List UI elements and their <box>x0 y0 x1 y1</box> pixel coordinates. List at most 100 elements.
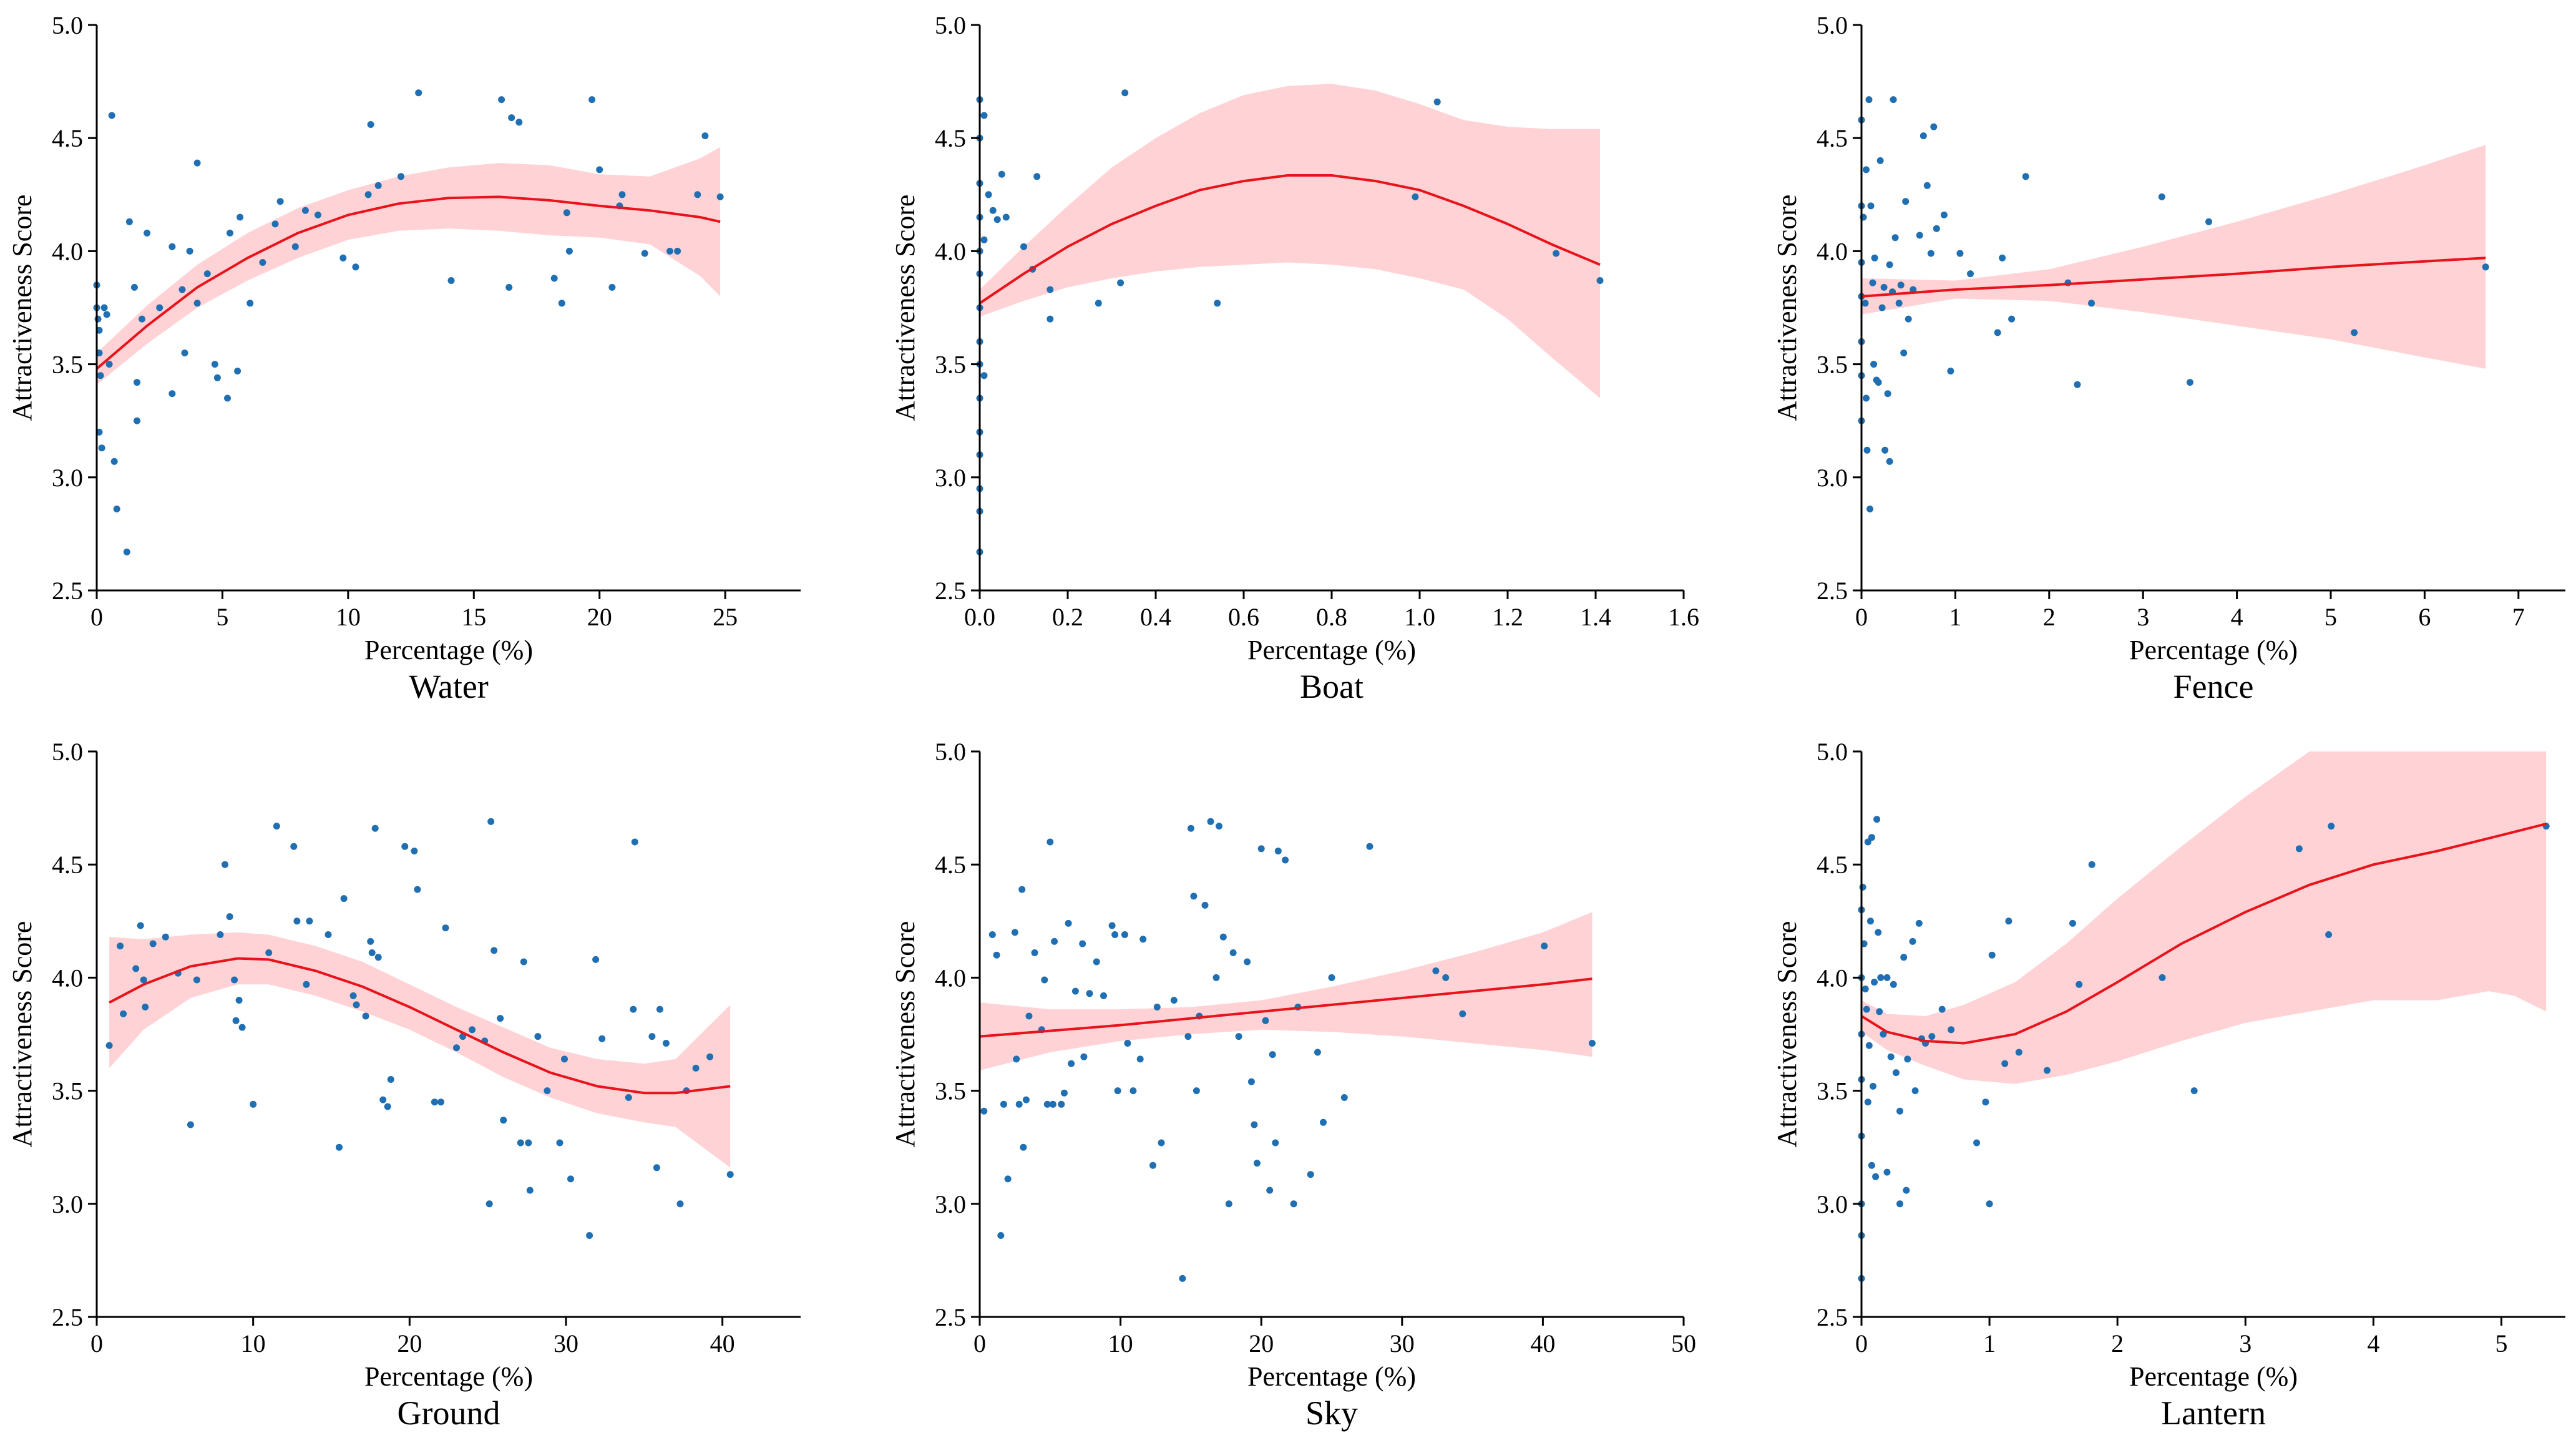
y-tick-label: 3.5 <box>52 1077 83 1105</box>
data-point <box>641 250 648 257</box>
data-point <box>139 315 145 323</box>
data-point <box>237 213 244 221</box>
data-point <box>1229 949 1237 956</box>
data-point <box>726 1171 734 1178</box>
data-point <box>271 220 279 228</box>
data-point <box>1868 834 1875 841</box>
data-point <box>1071 987 1079 995</box>
data-point <box>1011 929 1018 936</box>
data-point <box>1872 1173 1880 1180</box>
data-point <box>1266 1186 1274 1194</box>
data-point <box>508 114 515 122</box>
data-point <box>276 198 284 205</box>
y-tick-label: 4.5 <box>935 851 966 879</box>
x-tick-label: 1.0 <box>1404 603 1435 631</box>
data-point <box>648 1033 656 1040</box>
x-tick-label: 20 <box>397 1329 422 1358</box>
data-point <box>2205 218 2212 225</box>
data-point <box>340 895 348 903</box>
confidence-band <box>980 912 1593 1070</box>
y-tick-label: 5.0 <box>935 11 966 39</box>
data-point <box>301 207 309 214</box>
data-point <box>1041 976 1048 984</box>
x-axis-label: Percentage (%) <box>364 635 533 665</box>
data-point <box>1861 300 1869 307</box>
data-point <box>193 300 201 307</box>
data-point <box>1060 1089 1068 1097</box>
data-point <box>1553 250 1560 257</box>
data-point <box>2015 1049 2022 1056</box>
data-point <box>525 1139 532 1147</box>
data-point <box>716 193 724 200</box>
data-point <box>1328 974 1335 981</box>
data-point <box>1013 1055 1020 1063</box>
data-point <box>1900 954 1908 961</box>
data-point <box>588 96 596 104</box>
data-point <box>1247 1078 1255 1085</box>
data-point <box>2190 1087 2198 1095</box>
data-point <box>692 1064 700 1072</box>
data-point <box>1875 379 1882 386</box>
data-point <box>694 191 701 198</box>
data-point <box>97 372 104 379</box>
data-point <box>608 283 616 291</box>
data-point <box>1051 937 1058 945</box>
y-tick-label: 4.5 <box>935 124 966 152</box>
y-tick-label: 2.5 <box>1817 1303 1848 1331</box>
data-point <box>1117 279 1125 286</box>
data-point <box>565 247 573 255</box>
y-tick-label: 3.0 <box>52 1190 83 1218</box>
panel-sky: 0 10 20 30 40 50 2.5 3.0 3.5 4.0 4.5 5.0 Percentage … <box>890 738 1696 1432</box>
x-tick-label: 50 <box>1671 1329 1696 1358</box>
data-point <box>1880 1030 1887 1038</box>
data-point <box>1999 254 2006 262</box>
data-point <box>144 229 151 237</box>
data-point <box>1887 1053 1895 1060</box>
data-point <box>1244 958 1251 966</box>
data-point <box>113 506 120 512</box>
data-point <box>1257 845 1265 853</box>
data-point <box>1046 838 1054 846</box>
data-point <box>515 119 523 126</box>
data-point <box>1111 931 1119 938</box>
data-point <box>156 304 163 311</box>
data-point <box>1883 1168 1891 1176</box>
data-point <box>1982 1098 1989 1106</box>
x-tick-label: 7 <box>2512 603 2525 631</box>
data-point <box>630 1005 637 1013</box>
data-point <box>217 931 224 938</box>
data-point <box>2001 1060 2009 1067</box>
data-point <box>1269 1051 1276 1059</box>
y-tick-label: 3.5 <box>1817 1077 1848 1105</box>
y-tick-label: 4.0 <box>935 964 966 992</box>
data-point <box>1588 1040 1596 1047</box>
data-point <box>988 931 996 938</box>
data-point <box>1933 225 1940 232</box>
data-point <box>1170 997 1178 1004</box>
data-point <box>1153 1004 1161 1010</box>
data-point <box>544 1087 551 1095</box>
data-point <box>1880 283 1888 291</box>
data-point <box>980 236 988 243</box>
data-point <box>1881 446 1889 454</box>
data-point <box>1015 1100 1023 1108</box>
data-point <box>558 300 565 307</box>
y-tick-label: 4.0 <box>52 237 83 265</box>
x-tick-label: 0 <box>90 1329 103 1358</box>
data-point <box>367 937 374 945</box>
data-point <box>1068 1060 1075 1067</box>
data-point <box>211 361 218 368</box>
data-point <box>371 824 379 832</box>
data-point <box>290 843 298 850</box>
data-point <box>336 1143 343 1151</box>
data-point <box>985 191 992 198</box>
y-tick-label: 3.0 <box>1817 464 1848 492</box>
data-point <box>676 1200 684 1208</box>
x-tick-label: 2 <box>2111 1329 2124 1358</box>
x-axis-label: Percentage (%) <box>1247 1361 1416 1392</box>
data-point <box>1916 232 1923 239</box>
data-point <box>1863 394 1870 402</box>
data-point <box>1018 886 1026 893</box>
data-point <box>1442 974 1450 981</box>
x-axis-label: Percentage (%) <box>364 1361 533 1392</box>
